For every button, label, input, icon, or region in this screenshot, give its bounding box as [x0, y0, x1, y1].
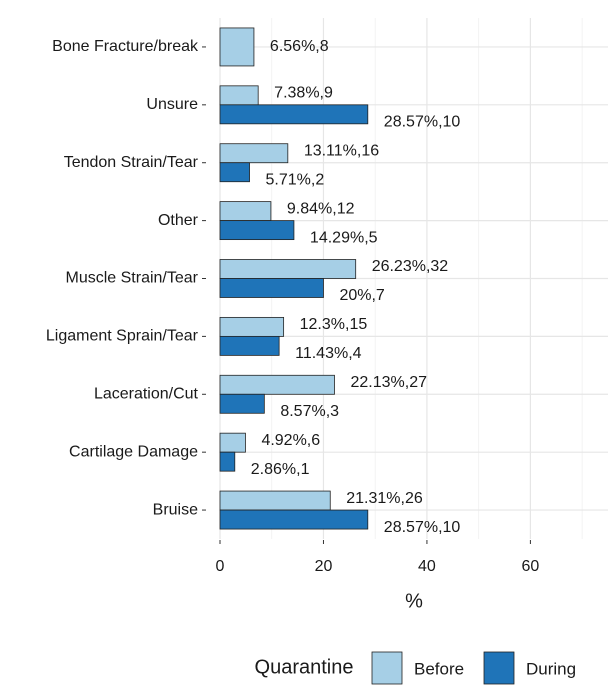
value-label: 28.57%,10 [384, 114, 461, 131]
value-label: 8.57%,3 [280, 403, 339, 420]
value-label: 9.84%,12 [287, 200, 355, 217]
value-label: 7.38%,9 [274, 85, 333, 102]
legend-label: During [526, 659, 576, 678]
x-tick-label: 0 [216, 558, 225, 575]
bar [219, 374, 335, 395]
bar [219, 316, 285, 337]
bar [219, 335, 280, 356]
y-tick-label: Muscle Strain/Tear [66, 270, 199, 287]
bar [219, 259, 357, 279]
bar [219, 278, 324, 298]
bar [219, 220, 295, 241]
bar [219, 432, 246, 453]
value-label: 28.57%,10 [384, 519, 461, 536]
value-label: 5.71%,2 [266, 171, 325, 188]
bar [219, 201, 272, 222]
x-tick-label: 40 [418, 558, 436, 575]
value-label: 2.86%,1 [251, 461, 310, 478]
y-tick-label: Tendon Strain/Tear [64, 154, 199, 171]
bar [219, 85, 259, 106]
bar [219, 143, 289, 164]
legend-label: Before [414, 659, 464, 678]
bar [219, 27, 255, 67]
x-tick-label: 60 [522, 558, 540, 575]
value-label: 14.29%,5 [310, 229, 378, 246]
y-tick-label: Cartilage Damage [69, 443, 198, 460]
y-tick-label: Laceration/Cut [94, 385, 199, 402]
y-tick-label: Unsure [146, 96, 198, 113]
y-tick-label: Bruise [153, 501, 198, 518]
value-label: 4.92%,6 [261, 432, 320, 449]
bar [219, 162, 250, 183]
y-tick-label: Ligament Sprain/Tear [46, 328, 199, 345]
bar [219, 509, 369, 530]
legend-swatch [483, 651, 515, 685]
y-tick-label: Bone Fracture/break [52, 38, 199, 55]
value-label: 20%,7 [339, 287, 384, 304]
bar [219, 393, 265, 414]
legend-title: Quarantine [255, 656, 354, 678]
value-label: 22.13%,27 [350, 374, 427, 391]
bar [219, 104, 369, 125]
x-axis-label: % [405, 590, 423, 612]
value-label: 11.43%,4 [295, 345, 362, 362]
value-label: 21.31%,26 [346, 490, 423, 507]
legend-swatch [371, 651, 403, 685]
value-label: 12.3%,15 [300, 316, 368, 333]
bar [219, 490, 331, 511]
value-label: 26.23%,32 [372, 258, 449, 275]
value-label: 13.11%,16 [304, 142, 379, 159]
y-tick-label: Other [158, 212, 199, 229]
x-tick-label: 20 [315, 558, 333, 575]
bar [219, 451, 236, 472]
value-label: 6.56%,8 [270, 38, 329, 55]
